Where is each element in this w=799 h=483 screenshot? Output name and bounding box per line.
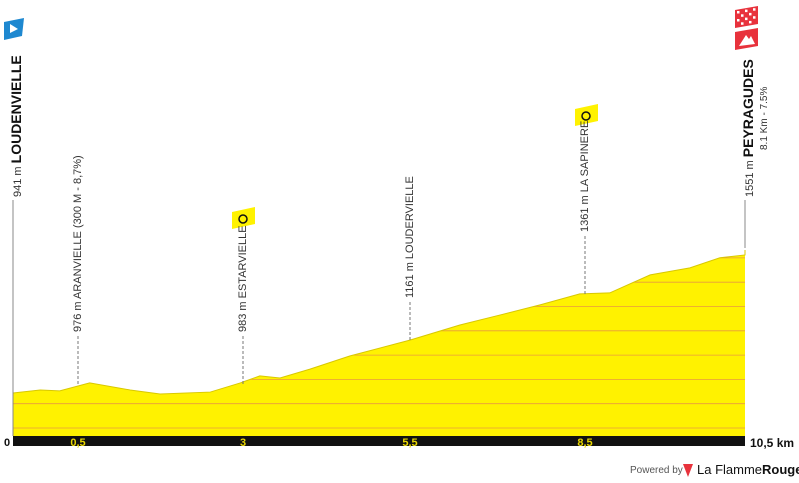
sprint-icon — [575, 104, 598, 126]
waypoint-label: 976 m ARANVIELLE (300 M - 8,7%) — [72, 155, 84, 332]
checker-square — [741, 22, 744, 25]
waypoint-label: 1161 m LOUDERVIELLE — [404, 176, 416, 298]
distance-total: 10,5 km — [750, 436, 795, 450]
finish-label: 1551 m PEYRAGUDES — [740, 59, 756, 197]
play-icon — [10, 24, 18, 33]
finish-detail: 8.1 Km - 7.5% — [759, 86, 770, 150]
tick-label: 0,5 — [70, 437, 86, 449]
checker-square — [749, 20, 752, 24]
checker-square — [749, 12, 752, 16]
waypoint-label: 1361 m LA SAPINERE — [579, 120, 591, 232]
sprint-icon — [232, 207, 255, 229]
tick-label: 8,5 — [577, 437, 593, 449]
tick-label: 0 — [3, 437, 11, 449]
brand-logo: La FlammeRouge — [697, 462, 799, 477]
waypoint-label: 983 m ESTARVIELLE — [237, 225, 249, 332]
brand-name-a: La Flamme — [697, 462, 763, 477]
checker-square — [753, 8, 756, 11]
brand-name-b: Rouge — [762, 462, 799, 477]
distance-bar — [13, 436, 745, 446]
tick-label: 3 — [239, 437, 247, 449]
checker-square — [737, 11, 740, 14]
tick-label: 5,5 — [402, 437, 418, 449]
checker-square — [745, 9, 748, 13]
powered-by: Powered by — [630, 465, 683, 476]
checker-square — [745, 17, 748, 21]
start-label: 941 m LOUDENVIELLE — [8, 55, 24, 197]
checker-square — [741, 14, 744, 17]
finish-checkered-icon — [735, 6, 758, 28]
checker-square — [737, 19, 740, 22]
profile-area — [13, 250, 745, 436]
checker-square — [753, 16, 756, 19]
profile-outline — [12, 250, 746, 395]
